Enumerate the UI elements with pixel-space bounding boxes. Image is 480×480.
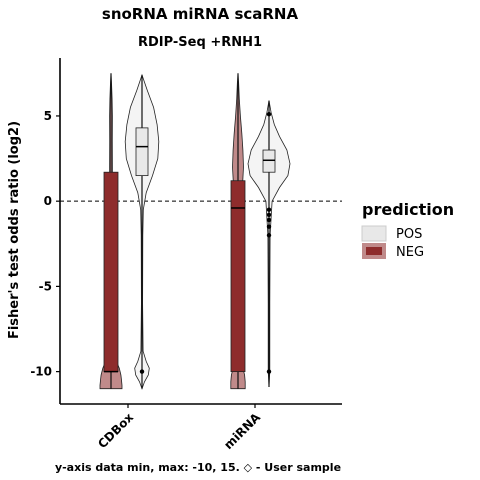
- legend-key-pos: [361, 225, 387, 242]
- y-axis-title: Fisher's test odds ratio (log2): [7, 121, 22, 339]
- outlier-pos-cdbox: [139, 369, 145, 374]
- chart-subtitle: RDIP-Seq +RNH1: [138, 35, 262, 50]
- legend-label-pos: POS: [396, 227, 422, 242]
- legend: prediction POS NEG: [361, 200, 454, 260]
- outlier-pos-mirna: [266, 369, 272, 374]
- footnote: y-axis data min, max: -10, 15. ◇ - User …: [55, 461, 341, 474]
- outlier-pos-mirna: [266, 217, 272, 223]
- box-pos-cdbox: [135, 127, 149, 177]
- outlier-pos-mirna: [266, 212, 272, 218]
- plot-area: -10 -5 0 5 CDBox miRNA: [30, 58, 342, 452]
- outlier-pos-mirna: [266, 112, 272, 117]
- y-tick-label: -5: [39, 279, 52, 293]
- x-tick-label: miRNA: [221, 410, 263, 452]
- y-tick-label: 5: [44, 109, 52, 123]
- outlier-pos-mirna: [266, 233, 272, 238]
- box-pos-mirna: [262, 149, 276, 173]
- y-tick-label: 0: [44, 194, 52, 208]
- box-neg-cdbox: [103, 171, 119, 373]
- box-neg-mirna: [230, 180, 246, 373]
- legend-label-neg: NEG: [396, 245, 424, 260]
- legend-key-neg: [366, 247, 382, 255]
- outlier-pos-mirna: [266, 224, 272, 229]
- chart-title: snoRNA miRNA scaRNA: [102, 5, 299, 23]
- y-tick-label: -10: [30, 365, 52, 379]
- x-tick-label: CDBox: [95, 410, 136, 451]
- legend-title: prediction: [362, 200, 454, 219]
- outlier-pos-mirna: [266, 207, 272, 212]
